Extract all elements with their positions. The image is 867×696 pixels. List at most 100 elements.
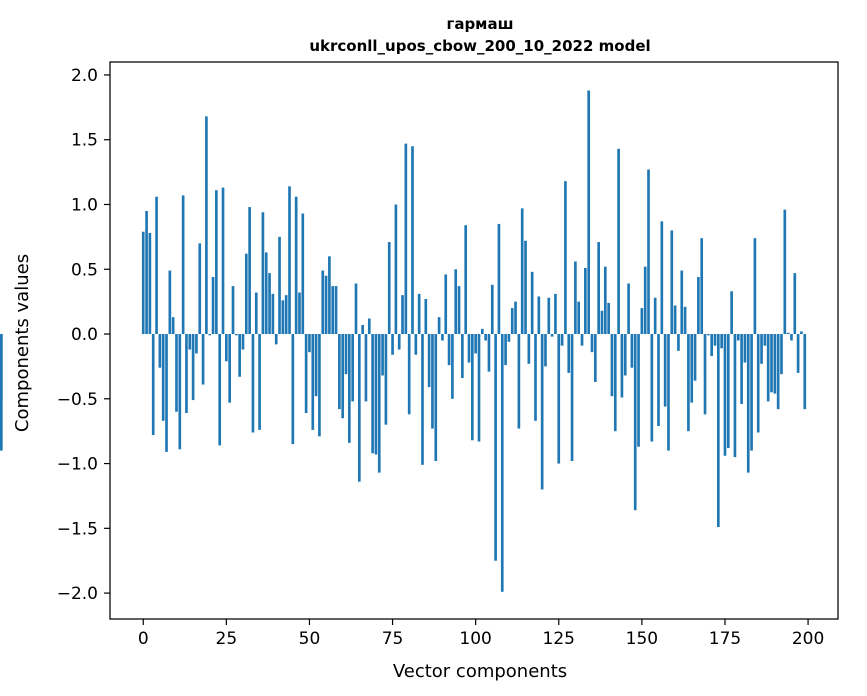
bar — [753, 238, 757, 335]
bar — [444, 274, 448, 335]
bar — [487, 334, 491, 372]
bar — [268, 273, 271, 335]
bar — [790, 334, 793, 341]
bar — [304, 334, 308, 414]
bar — [760, 334, 763, 364]
bar — [574, 261, 577, 335]
bar — [534, 334, 537, 421]
bar — [554, 293, 557, 335]
bar — [474, 334, 477, 354]
bar — [544, 334, 547, 367]
bar — [354, 283, 358, 335]
y-axis-label: Components values — [12, 254, 33, 432]
bar — [683, 306, 687, 335]
bar — [264, 252, 268, 335]
chart-title: гармаш — [446, 15, 513, 33]
x-tick-label: 75 — [382, 629, 404, 649]
bar — [630, 334, 634, 368]
y-tick-label: −1.0 — [57, 455, 98, 475]
bar — [244, 253, 248, 335]
bar — [394, 204, 398, 335]
bar — [434, 334, 438, 461]
bar — [517, 334, 521, 429]
bar — [597, 242, 600, 335]
bar — [168, 270, 172, 335]
x-axis-label: Vector components — [393, 661, 567, 682]
bar — [361, 324, 364, 335]
x-tick-label: 200 — [792, 629, 824, 649]
bar — [387, 242, 391, 335]
bar — [607, 302, 610, 335]
bar — [547, 297, 551, 335]
bar — [480, 328, 484, 335]
x-tick-label: 50 — [299, 629, 321, 649]
bar — [584, 267, 587, 335]
bar — [411, 146, 414, 335]
bar — [740, 334, 743, 404]
bar — [600, 310, 604, 335]
bar — [431, 334, 434, 429]
bar — [637, 334, 640, 447]
bar — [371, 334, 374, 454]
bar — [763, 334, 767, 346]
bar — [341, 334, 345, 419]
bar — [367, 318, 371, 335]
bar — [564, 181, 567, 335]
bar — [338, 334, 341, 410]
bar — [397, 334, 401, 350]
bar — [241, 334, 245, 350]
bar — [424, 299, 428, 335]
bar — [348, 334, 351, 443]
bar — [750, 334, 753, 451]
x-ticks-group: 0 25 50 75 100 125 150 175 200 — [138, 619, 824, 649]
bar — [594, 334, 597, 382]
axes-frame — [109, 61, 839, 620]
bar — [145, 210, 148, 335]
bar — [161, 334, 165, 421]
bar — [328, 256, 331, 335]
bar — [225, 334, 228, 362]
bar — [647, 169, 650, 335]
bar — [231, 286, 235, 335]
bar — [537, 296, 541, 335]
bar — [208, 334, 212, 336]
bar — [175, 334, 178, 412]
bar — [234, 334, 238, 336]
bar — [643, 266, 647, 335]
bar — [653, 297, 657, 335]
bar — [364, 334, 368, 402]
bar — [201, 334, 205, 385]
bar — [0, 334, 3, 451]
bar — [407, 334, 411, 415]
bar — [314, 334, 318, 397]
bar — [567, 334, 571, 373]
bar — [640, 308, 644, 335]
bar — [447, 334, 451, 366]
bar — [188, 334, 192, 350]
bar — [693, 334, 697, 381]
bar — [334, 286, 338, 335]
bar — [720, 334, 723, 349]
bar — [221, 187, 225, 335]
bar — [218, 334, 222, 446]
bar — [291, 334, 295, 445]
bar — [520, 208, 524, 335]
bar — [660, 221, 664, 335]
bar — [620, 334, 624, 398]
bars-group — [0, 90, 807, 592]
y-tick-label: 0.5 — [71, 260, 98, 280]
bar — [803, 334, 807, 410]
bar — [357, 334, 361, 482]
bar — [736, 334, 740, 341]
bar — [254, 292, 258, 335]
bar — [687, 334, 690, 432]
bar — [205, 116, 208, 335]
bar — [414, 334, 418, 355]
x-tick-label: 150 — [626, 629, 658, 649]
bar — [248, 207, 251, 335]
bar — [165, 334, 168, 452]
bar — [510, 308, 514, 335]
y-tick-label: −1.5 — [57, 519, 98, 539]
bar — [796, 334, 800, 373]
